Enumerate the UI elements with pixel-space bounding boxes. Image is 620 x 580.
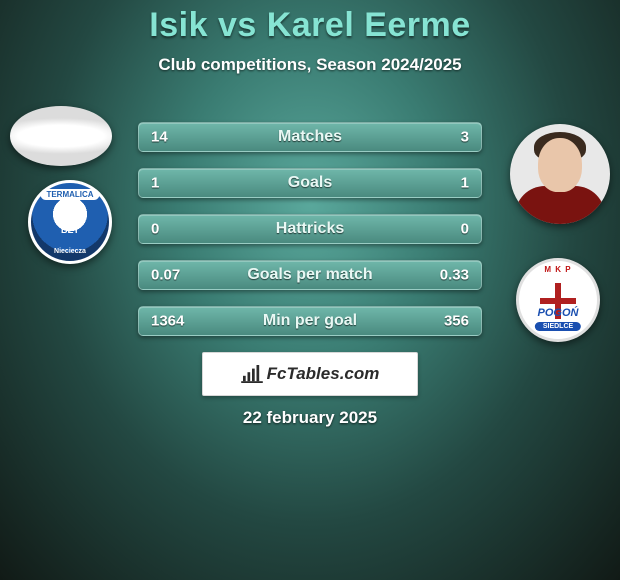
stat-label: Hattricks [276, 220, 344, 238]
stat-label: Goals [288, 174, 332, 192]
stat-left-value: 14 [151, 129, 168, 146]
page-title: Isik vs Karel Eerme [0, 0, 620, 45]
player-left-photo-placeholder [10, 106, 112, 166]
stat-right-value: 0.33 [440, 267, 469, 284]
club-right-band-text: SIEDLCE [535, 322, 581, 331]
stat-left-value: 0 [151, 221, 159, 238]
stat-left-value: 1364 [151, 313, 184, 330]
club-left-top-text: TERMALICA [40, 189, 99, 200]
fctables-link[interactable]: FcTables.com [202, 352, 418, 396]
club-left-center-text: BRUK-BET [51, 217, 90, 236]
windmill-blade [540, 298, 558, 304]
stat-row-min-per-goal: 1364 Min per goal 356 [138, 306, 482, 336]
stat-row-goals: 1 Goals 1 [138, 168, 482, 198]
fctables-label: FcTables.com [267, 364, 380, 384]
player-right-photo [510, 124, 610, 224]
bar-chart-icon [241, 365, 263, 383]
club-right-word-text: POGOŃ [538, 307, 579, 319]
club-left-badge: TERMALICA BRUK-BET Nieciecza [28, 180, 112, 264]
date-text: 22 february 2025 [0, 408, 620, 428]
stat-label: Matches [278, 128, 342, 146]
stat-row-matches: 14 Matches 3 [138, 122, 482, 152]
club-left-bottom-text: Nieciecza [54, 248, 86, 255]
stat-right-value: 356 [444, 313, 469, 330]
avatar-head-shape [538, 138, 582, 192]
club-right-arc-text: M K P [544, 265, 571, 274]
subtitle: Club competitions, Season 2024/2025 [0, 55, 620, 75]
stat-right-value: 0 [461, 221, 469, 238]
stats-block: 14 Matches 3 1 Goals 1 0 Hattricks 0 0.0… [138, 122, 482, 352]
stat-row-hattricks: 0 Hattricks 0 [138, 214, 482, 244]
club-right-badge: M K P POGOŃ SIEDLCE [516, 258, 600, 342]
stat-label: Min per goal [263, 312, 357, 330]
stat-row-goals-per-match: 0.07 Goals per match 0.33 [138, 260, 482, 290]
stat-label: Goals per match [247, 266, 372, 284]
content-root: Isik vs Karel Eerme Club competitions, S… [0, 0, 620, 580]
stat-left-value: 0.07 [151, 267, 180, 284]
stat-right-value: 3 [461, 129, 469, 146]
stat-left-value: 1 [151, 175, 159, 192]
stat-right-value: 1 [461, 175, 469, 192]
